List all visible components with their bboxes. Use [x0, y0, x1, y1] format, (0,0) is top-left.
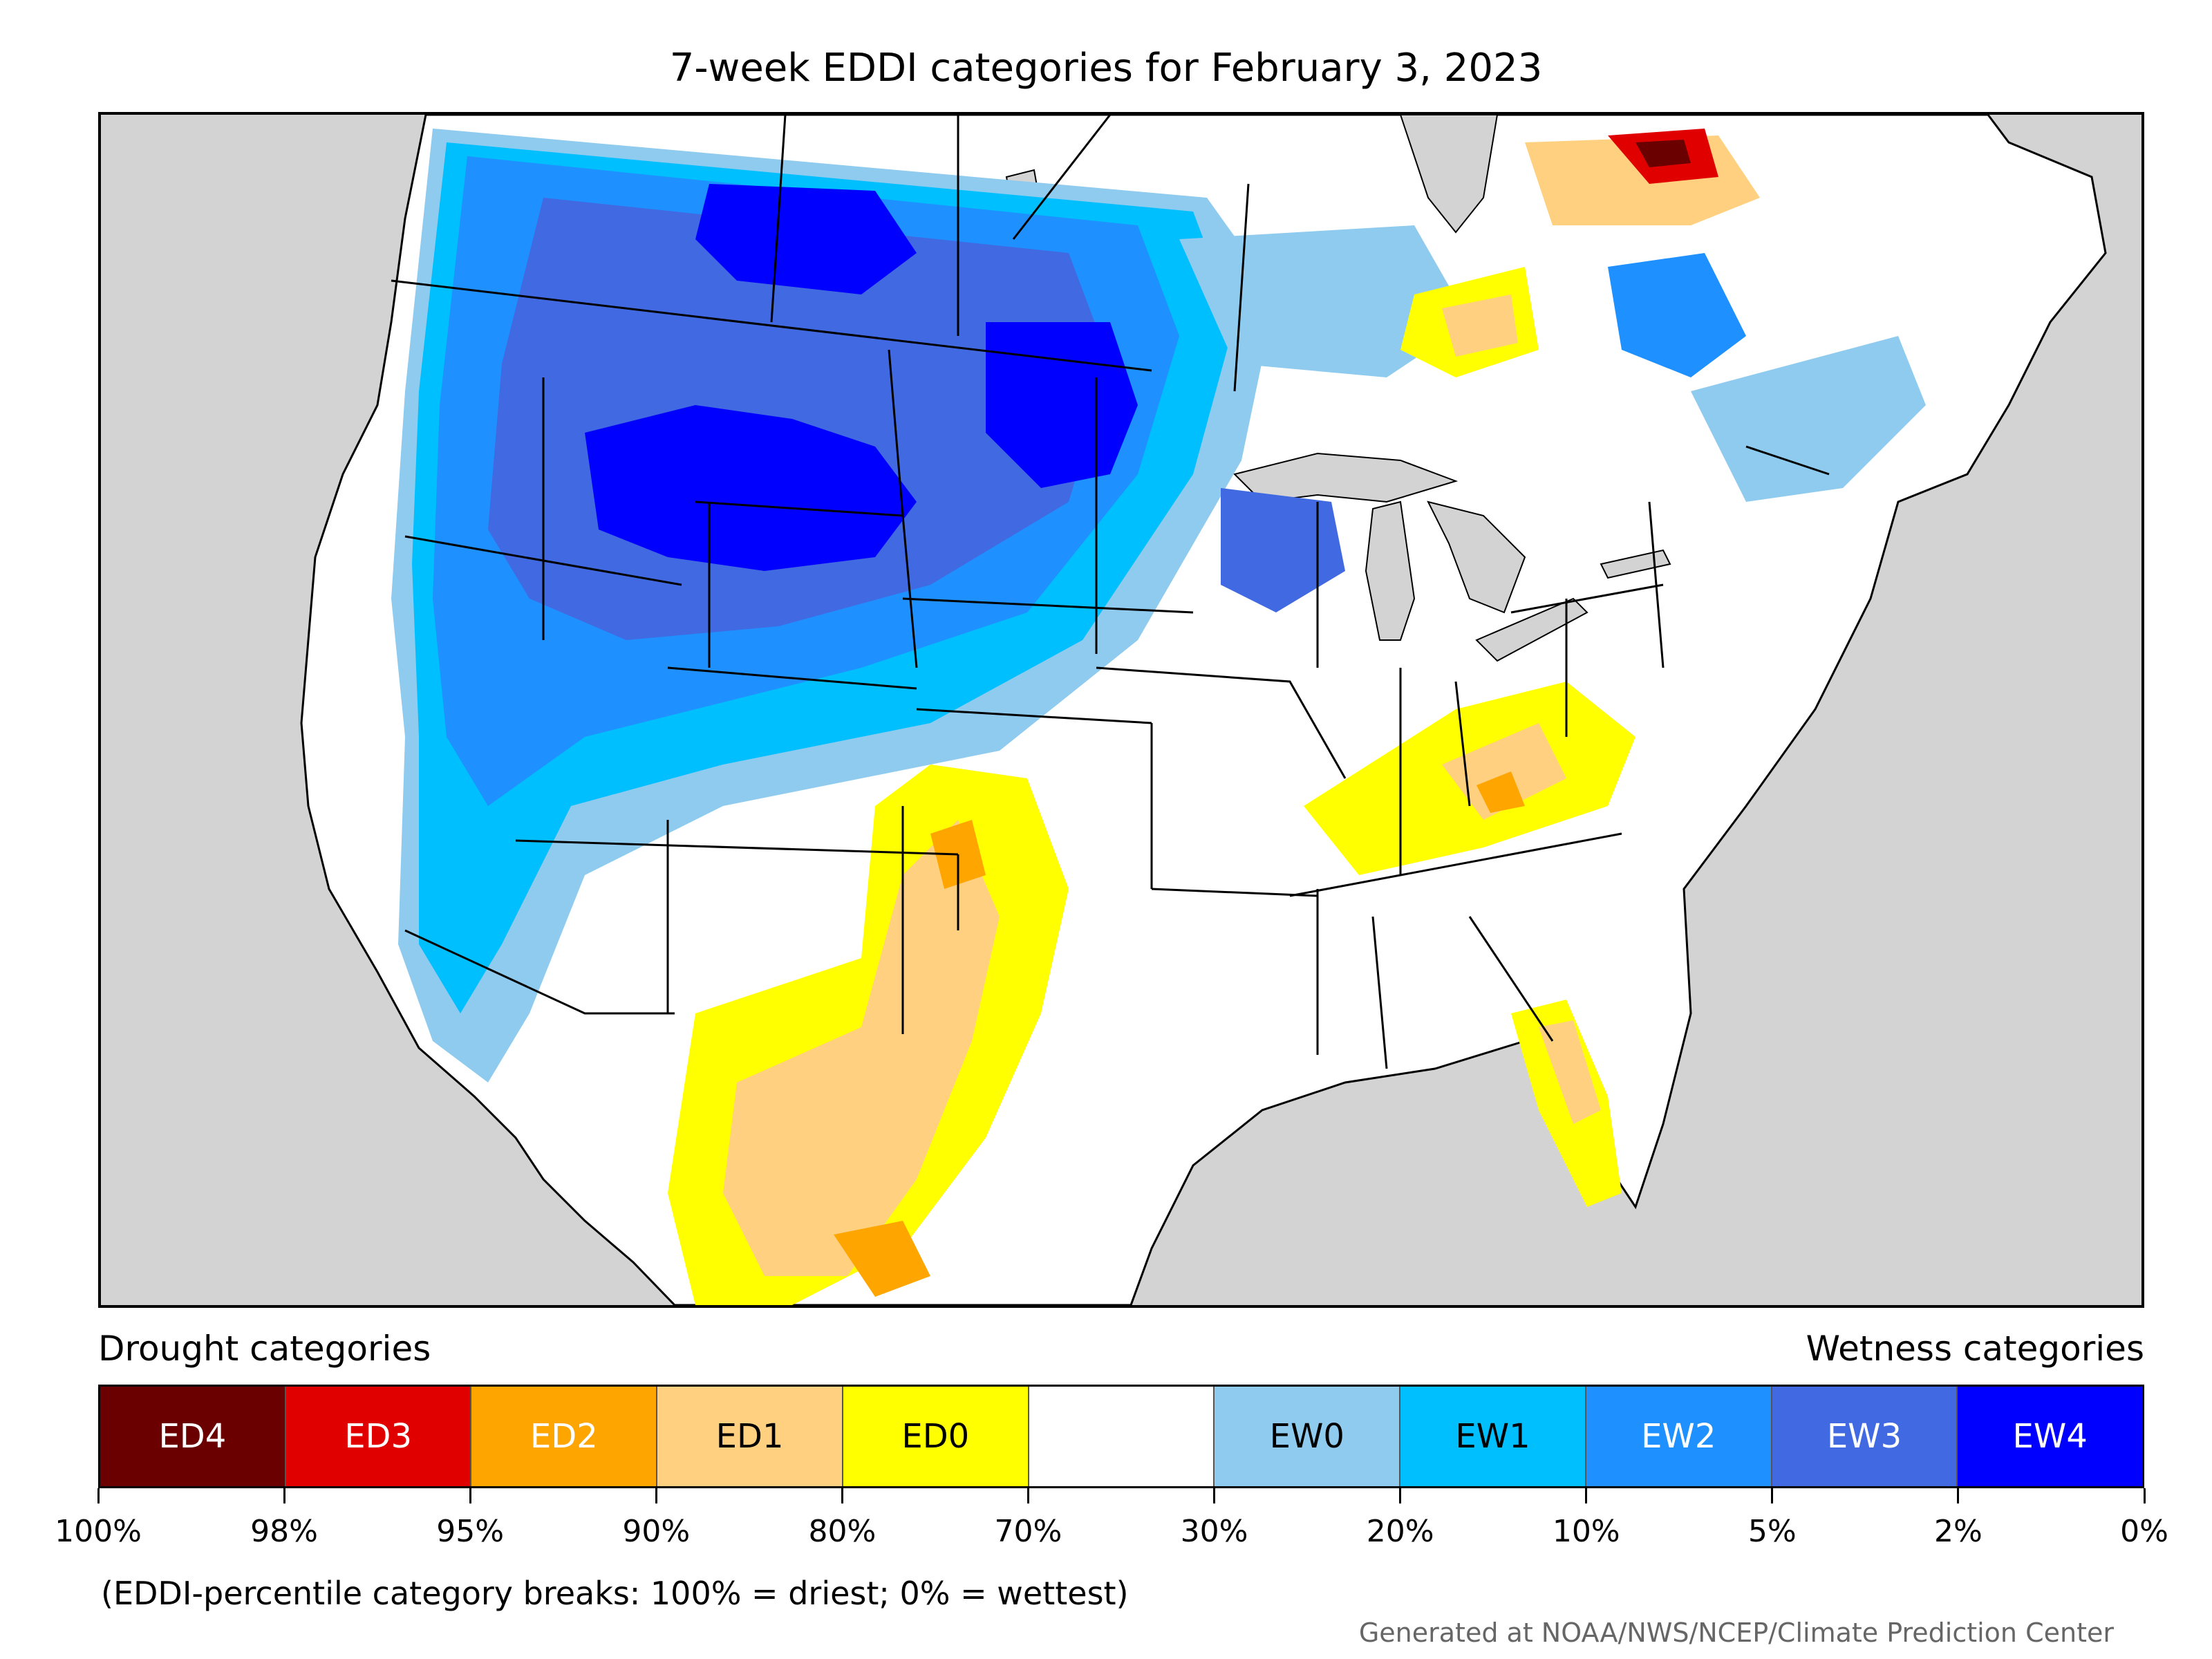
colorbar-tick	[1957, 1488, 1960, 1503]
james-bay	[1399, 115, 1499, 234]
colorbar-tick	[283, 1488, 285, 1503]
colorbar-tick-label: 98%	[250, 1514, 318, 1549]
colorbar-tick-label: 5%	[1747, 1514, 1797, 1549]
colorbar-tick	[1399, 1488, 1402, 1503]
colorbar-cell-ew0: EW0	[1215, 1387, 1401, 1486]
colorbar-cell-ew1: EW1	[1400, 1387, 1586, 1486]
lake-michigan	[1365, 500, 1416, 641]
colorbar-cell-ew3: EW3	[1772, 1387, 1958, 1486]
dry-ed1-ontario	[1442, 294, 1518, 357]
colorbar-tick-label: 100%	[55, 1514, 142, 1549]
colorbar-cell-ew2: EW2	[1586, 1387, 1772, 1486]
political-boundaries	[391, 115, 1830, 1069]
wet-ew2-quebec	[1608, 253, 1746, 377]
colorbar-tick-label: 80%	[808, 1514, 877, 1549]
colorbar-cell-neutral	[1029, 1387, 1215, 1486]
colorbar-tick	[655, 1488, 657, 1503]
wet-ew4-north	[695, 184, 917, 294]
lake-erie	[1475, 597, 1588, 662]
colorbar-tick-label: 90%	[622, 1514, 691, 1549]
colorbar-cell-ed3: ED3	[285, 1387, 472, 1486]
lake-huron	[1427, 500, 1526, 614]
colorbar-tick-label: 70%	[994, 1514, 1062, 1549]
credit-text: Generated at NOAA/NWS/NCEP/Climate Predi…	[1358, 1618, 2114, 1648]
colorbar-cell-ew4: EW4	[1958, 1387, 2143, 1486]
colorbar-cell-ed1: ED1	[657, 1387, 843, 1486]
colorbar-tick-label: 2%	[1934, 1514, 1983, 1549]
colorbar-tick	[841, 1488, 843, 1503]
dry-ed1-texas	[723, 820, 1000, 1276]
colorbar-tick-label: 30%	[1180, 1514, 1248, 1549]
colorbar-tick-label: 10%	[1552, 1514, 1620, 1549]
colorbar-ticks	[97, 1488, 2146, 1509]
wet-ew0-canada-east	[1179, 225, 1470, 377]
dry-ed4-quebec-north	[1635, 140, 1691, 167]
dry-ed1-kentucky	[1442, 723, 1566, 820]
drought-categories-label: Drought categories	[98, 1329, 431, 1369]
colorbar-cell-ed4: ED4	[100, 1387, 286, 1486]
map-title: 7-week EDDI categories for February 3, 2…	[669, 46, 1543, 91]
colorbar-cell-ed2: ED2	[471, 1387, 658, 1486]
lake-ontario	[1600, 549, 1671, 579]
dry-ed1-florida	[1539, 1020, 1601, 1124]
dry-ed2-kentucky	[1477, 771, 1525, 813]
colorbar-tick-label: 0%	[2120, 1514, 2168, 1549]
category-colorbar: ED4 ED3 ED2 ED1 ED0 EW0 EW1 EW2 EW3 EW4	[98, 1385, 2144, 1488]
colorbar-cell-ed0: ED0	[843, 1387, 1029, 1486]
wetness-categories-label: Wetness categories	[1806, 1329, 2144, 1369]
colorbar-tick	[97, 1488, 100, 1503]
colorbar-tick-label: 20%	[1366, 1514, 1434, 1549]
colorbar-tick	[1771, 1488, 1774, 1503]
eddi-map	[98, 112, 2144, 1308]
category-breaks-note: (EDDI-percentile category breaks: 100% =…	[101, 1575, 1129, 1612]
colorbar-tick	[1585, 1488, 1588, 1503]
wet-ew3-wisconsin	[1221, 488, 1345, 612]
wet-ew0-northeast	[1691, 336, 1926, 502]
colorbar-tick	[469, 1488, 471, 1503]
wet-ew4-rockies	[585, 405, 917, 571]
colorbar-tick	[2143, 1488, 2146, 1503]
dry-ed2-texas	[834, 1221, 930, 1297]
colorbar-tick	[1213, 1488, 1216, 1503]
colorbar-tick	[1027, 1488, 1029, 1503]
colorbar-tick-label: 95%	[436, 1514, 505, 1549]
